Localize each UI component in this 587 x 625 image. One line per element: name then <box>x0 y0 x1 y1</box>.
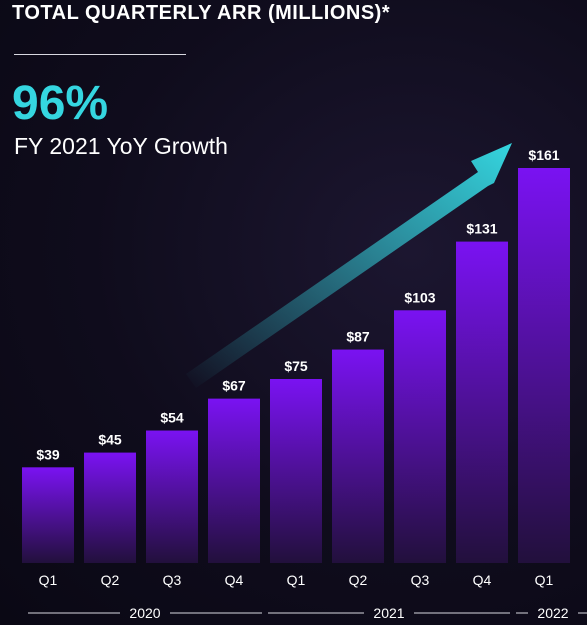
year-label-0: 2020 <box>129 605 160 621</box>
bar-2 <box>146 430 198 563</box>
bar-6 <box>394 310 446 563</box>
data-label-3: $67 <box>222 378 246 394</box>
data-label-5: $87 <box>346 329 370 345</box>
category-label-4: Q1 <box>287 572 306 588</box>
year-label-1: 2021 <box>373 605 404 621</box>
category-label-1: Q2 <box>101 572 120 588</box>
bar-4 <box>270 378 322 563</box>
data-label-6: $103 <box>404 289 435 305</box>
growth-arrow-icon <box>186 143 512 388</box>
year-label-2: 2022 <box>537 605 568 621</box>
category-label-6: Q3 <box>411 572 430 588</box>
data-label-0: $39 <box>36 446 60 462</box>
data-label-1: $45 <box>98 432 122 448</box>
category-label-0: Q1 <box>39 572 58 588</box>
data-label-8: $161 <box>528 147 559 163</box>
title-divider <box>14 54 186 55</box>
data-label-7: $131 <box>466 221 497 237</box>
bar-8 <box>518 168 570 563</box>
kpi-value: 96% <box>12 77 109 130</box>
chart-title: TOTAL QUARTERLY ARR (MILLIONS)* <box>12 2 391 24</box>
category-label-5: Q2 <box>349 572 368 588</box>
category-label-7: Q4 <box>473 572 492 588</box>
bar-3 <box>208 398 260 563</box>
data-label-2: $54 <box>160 410 184 426</box>
bar-7 <box>456 241 508 563</box>
kpi-label: FY 2021 YoY Growth <box>14 133 228 159</box>
bar-1 <box>84 452 136 563</box>
bar-5 <box>332 349 384 563</box>
category-label-8: Q1 <box>535 572 554 588</box>
category-label-3: Q4 <box>225 572 244 588</box>
data-label-4: $75 <box>284 358 308 374</box>
category-label-2: Q3 <box>163 572 182 588</box>
bar-0 <box>22 467 74 563</box>
